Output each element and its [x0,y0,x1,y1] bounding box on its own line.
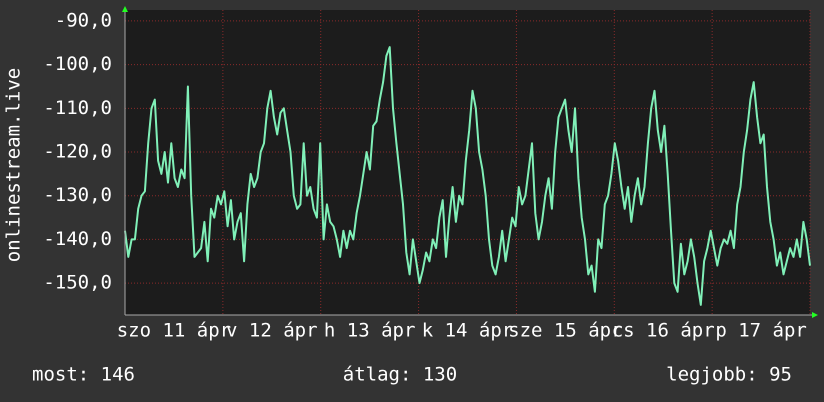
stat-now: most: 146 [32,364,135,386]
y-arrow [122,6,128,12]
y-tick-label: -100,0 [43,53,112,75]
x-tick-label: v 12 ápr [226,320,318,342]
y-tick-label: -130,0 [43,184,112,206]
x-arrow [812,312,818,318]
x-tick-label: h 13 ápr [324,320,416,342]
y-tick-label: -110,0 [43,97,112,119]
stat-best: legjobb: 95 [666,364,792,386]
plot-area [125,10,810,315]
x-tick-label: szo 11 ápr [117,320,231,342]
x-tick-label: k 14 ápr [422,320,514,342]
y-tick-label: -140,0 [43,228,112,250]
x-tick-label: cs 16 ápr [612,320,715,342]
y-tick-label: -150,0 [43,272,112,294]
y-axis-label: onlinestream.live [3,68,25,262]
y-tick-label: -120,0 [43,141,112,163]
x-tick-label: p 17 ápr [715,320,807,342]
y-tick-label: -90,0 [55,9,112,31]
x-tick-label: sze 15 ápr [508,320,622,342]
stat-average: átlag: 130 [343,364,457,386]
signal-line [124,46,811,306]
